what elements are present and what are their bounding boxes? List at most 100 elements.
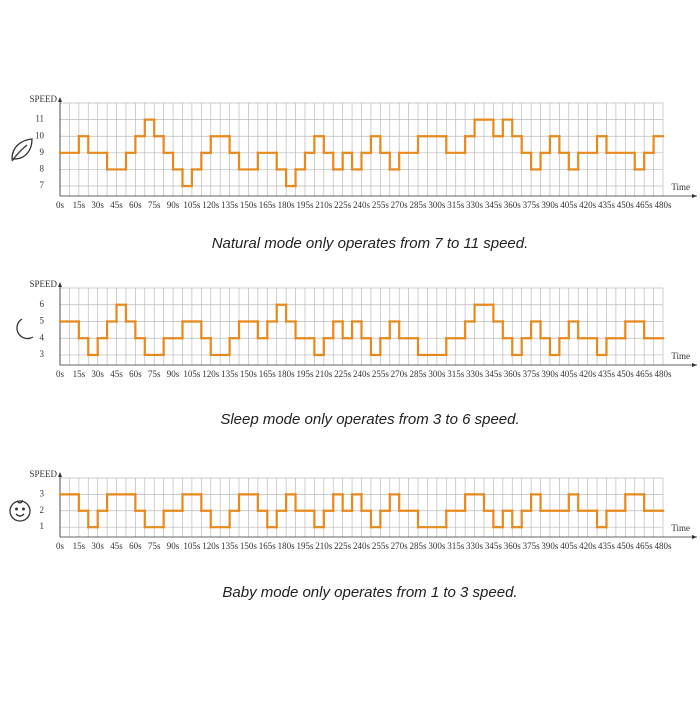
x-tick-label: 225s: [334, 200, 352, 210]
x-tick-label: 465s: [636, 200, 654, 210]
y-tick-label: 6: [40, 299, 45, 309]
y-tick-label: 9: [40, 147, 45, 157]
y-tick-label: 7: [40, 180, 45, 190]
x-tick-label: 390s: [541, 541, 559, 551]
x-tick-label: 360s: [504, 369, 522, 379]
x-tick-label: 390s: [541, 369, 559, 379]
x-tick-label: 210s: [315, 541, 333, 551]
x-tick-label: 405s: [560, 369, 578, 379]
x-tick-label: 255s: [372, 200, 390, 210]
x-tick-label: 15s: [73, 369, 86, 379]
x-tick-label: 255s: [372, 541, 390, 551]
x-tick-label: 285s: [410, 369, 428, 379]
x-tick-label: 360s: [504, 200, 522, 210]
x-tick-label: 435s: [598, 369, 616, 379]
x-tick-label: 420s: [579, 200, 597, 210]
x-tick-label: 270s: [391, 200, 409, 210]
x-tick-label: 390s: [541, 200, 559, 210]
sleep-icon: [16, 318, 34, 340]
x-tick-label: 450s: [617, 369, 635, 379]
x-axis-label: Time: [671, 182, 690, 192]
x-tick-label: 345s: [485, 541, 503, 551]
natural-icon: [11, 138, 33, 162]
x-tick-label: 165s: [259, 200, 277, 210]
x-tick-label: 315s: [447, 200, 465, 210]
y-axis-label: SPEED: [29, 94, 57, 104]
x-tick-label: 150s: [240, 541, 258, 551]
x-tick-label: 180s: [278, 200, 296, 210]
x-tick-label: 405s: [560, 541, 578, 551]
x-tick-label: 330s: [466, 369, 484, 379]
x-tick-label: 195s: [296, 200, 314, 210]
x-tick-label: 150s: [240, 200, 258, 210]
x-tick-label: 420s: [579, 541, 597, 551]
x-tick-label: 30s: [91, 369, 104, 379]
x-tick-label: 15s: [73, 200, 86, 210]
x-tick-label: 0s: [56, 200, 65, 210]
x-tick-label: 270s: [391, 541, 409, 551]
x-tick-label: 345s: [485, 200, 503, 210]
x-tick-label: 375s: [523, 541, 541, 551]
x-tick-label: 120s: [202, 369, 220, 379]
x-tick-label: 150s: [240, 369, 258, 379]
x-tick-label: 300s: [428, 200, 446, 210]
x-tick-label: 285s: [410, 541, 428, 551]
y-tick-label: 4: [40, 332, 45, 342]
x-tick-label: 225s: [334, 541, 352, 551]
x-tick-label: 465s: [636, 541, 654, 551]
y-tick-label: 5: [40, 316, 45, 326]
x-tick-label: 240s: [353, 541, 371, 551]
y-axis-label: SPEED: [29, 279, 57, 289]
x-tick-label: 165s: [259, 541, 277, 551]
x-tick-label: 300s: [428, 541, 446, 551]
y-axis-label: SPEED: [29, 469, 57, 479]
x-tick-label: 480s: [654, 369, 672, 379]
x-tick-label: 240s: [353, 369, 371, 379]
x-tick-label: 30s: [91, 200, 104, 210]
x-tick-label: 105s: [183, 369, 201, 379]
y-tick-label: 1: [40, 521, 45, 531]
x-tick-label: 135s: [221, 369, 239, 379]
x-tick-label: 120s: [202, 541, 220, 551]
x-tick-label: 75s: [148, 541, 161, 551]
x-tick-label: 435s: [598, 541, 616, 551]
x-tick-label: 90s: [167, 200, 180, 210]
x-tick-label: 270s: [391, 369, 409, 379]
x-axis-arrow: [692, 535, 697, 539]
x-tick-label: 45s: [110, 200, 123, 210]
y-tick-label: 11: [35, 114, 44, 124]
x-tick-label: 105s: [183, 541, 201, 551]
x-tick-label: 360s: [504, 541, 522, 551]
x-tick-label: 300s: [428, 369, 446, 379]
x-tick-label: 435s: [598, 200, 616, 210]
y-axis-arrow: [58, 97, 62, 102]
x-tick-label: 90s: [167, 541, 180, 551]
x-tick-label: 330s: [466, 541, 484, 551]
x-tick-label: 285s: [410, 200, 428, 210]
x-tick-label: 465s: [636, 369, 654, 379]
x-tick-label: 60s: [129, 200, 142, 210]
x-tick-label: 165s: [259, 369, 277, 379]
y-axis-arrow: [58, 472, 62, 477]
x-tick-label: 225s: [334, 369, 352, 379]
y-axis-arrow: [58, 282, 62, 287]
x-tick-label: 195s: [296, 541, 314, 551]
y-tick-label: 3: [40, 488, 45, 498]
x-axis-label: Time: [671, 351, 690, 361]
x-axis-arrow: [692, 363, 697, 367]
y-tick-label: 2: [40, 505, 45, 515]
x-tick-label: 255s: [372, 369, 390, 379]
x-tick-label: 135s: [221, 200, 239, 210]
x-axis-arrow: [692, 194, 697, 198]
x-tick-label: 405s: [560, 200, 578, 210]
x-tick-label: 420s: [579, 369, 597, 379]
x-tick-label: 120s: [202, 200, 220, 210]
y-tick-label: 10: [35, 130, 45, 140]
x-tick-label: 330s: [466, 200, 484, 210]
x-tick-label: 315s: [447, 541, 465, 551]
x-tick-label: 75s: [148, 200, 161, 210]
x-tick-label: 60s: [129, 541, 142, 551]
x-axis-label: Time: [671, 523, 690, 533]
baby-icon: [9, 499, 31, 522]
